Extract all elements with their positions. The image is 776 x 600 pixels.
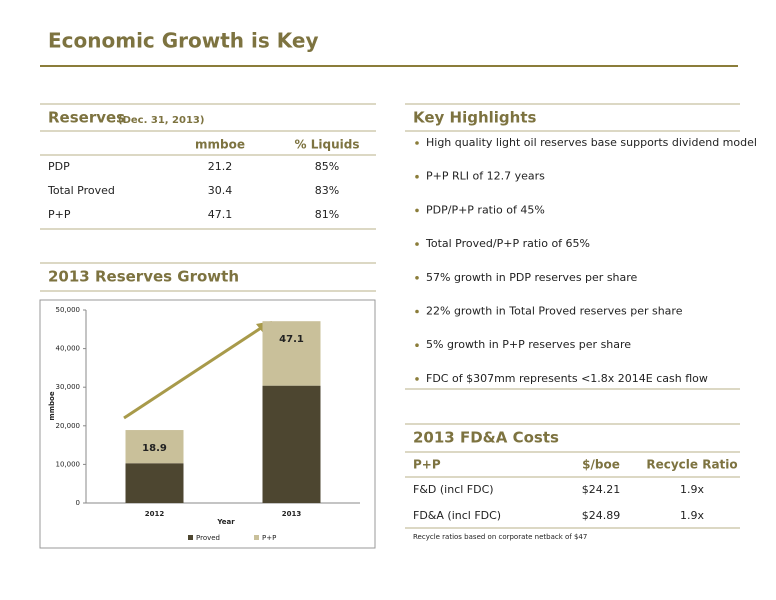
table-cell: 1.9x xyxy=(680,483,704,496)
table-cell: Total Proved xyxy=(47,184,115,197)
highlight-item: P+P RLI of 12.7 years xyxy=(426,170,545,183)
column-header: P+P xyxy=(413,458,441,472)
highlight-item: PDP/P+P ratio of 45% xyxy=(426,203,545,216)
bullet xyxy=(415,242,419,246)
table-cell: 1.9x xyxy=(680,509,704,522)
y-tick-label: 0 xyxy=(76,499,80,507)
bar-segment xyxy=(125,430,184,464)
section-rules xyxy=(40,103,740,529)
x-axis-label: Year xyxy=(216,518,235,526)
y-tick-label: 10,000 xyxy=(56,460,81,468)
section-title: 2013 Reserves Growth xyxy=(48,268,239,286)
table-cell: PDP xyxy=(48,160,70,173)
section-title: Reserves xyxy=(48,109,125,127)
y-tick-label: 30,000 xyxy=(56,383,81,391)
table-cell: 85% xyxy=(315,160,339,173)
legend-swatch xyxy=(254,535,259,540)
table-cell: 47.1 xyxy=(208,208,233,221)
bar-segment xyxy=(125,463,184,503)
bar-annotation: 18.9 xyxy=(142,443,167,454)
y-tick-label: 20,000 xyxy=(56,422,81,430)
footnote: Recycle ratios based on corporate netbac… xyxy=(413,533,587,541)
table-cell: 21.2 xyxy=(208,160,233,173)
column-header: mmboe xyxy=(195,138,245,152)
highlight-item: 22% growth in Total Proved reserves per … xyxy=(426,305,683,318)
highlight-item: FDC of $307mm represents <1.8x 2014E cas… xyxy=(426,372,708,385)
y-tick-label: 40,000 xyxy=(56,345,81,353)
table-cell: 81% xyxy=(315,208,339,221)
highlight-item: High quality light oil reserves base sup… xyxy=(426,136,757,149)
bar-segment xyxy=(262,385,321,503)
column-header: Recycle Ratio xyxy=(646,458,737,472)
bullet xyxy=(415,141,419,145)
column-header: % Liquids xyxy=(295,138,360,152)
bullet xyxy=(415,174,419,179)
y-axis-label: mmboe xyxy=(48,391,56,420)
table-cell: P+P xyxy=(48,208,71,221)
highlight-item: 57% growth in PDP reserves per share xyxy=(426,271,638,284)
bullet xyxy=(415,276,419,280)
x-tick-label: 2012 xyxy=(145,510,165,518)
section-title: Key Highlights xyxy=(413,109,537,127)
table-cell: $24.89 xyxy=(582,509,621,522)
bullet xyxy=(415,377,419,381)
table-cell: F&D (incl FDC) xyxy=(413,483,494,496)
highlight-item: 5% growth in P+P reserves per share xyxy=(426,338,631,351)
legend-label: P+P xyxy=(262,534,276,542)
section-subtitle: (Dec. 31, 2013) xyxy=(118,115,204,126)
x-tick-label: 2013 xyxy=(282,510,302,518)
bar-annotation: 47.1 xyxy=(279,334,304,345)
table-cell: FD&A (incl FDC) xyxy=(413,509,501,522)
legend-swatch xyxy=(188,535,193,540)
growth-arrow xyxy=(123,324,265,420)
bullet xyxy=(415,208,419,213)
legend-label: Proved xyxy=(196,534,220,542)
chart-frame xyxy=(39,299,376,549)
slide-title: Economic Growth is Key xyxy=(48,29,318,53)
column-header: $/boe xyxy=(582,458,620,472)
highlight-item: Total Proved/P+P ratio of 65% xyxy=(425,237,590,250)
table-cell: 30.4 xyxy=(208,184,233,197)
bullet xyxy=(415,309,419,314)
section-title: 2013 FD&A Costs xyxy=(413,429,559,447)
table-cell: $24.21 xyxy=(582,483,621,496)
table-cell: 83% xyxy=(315,184,339,197)
bullet xyxy=(415,343,419,348)
bar-segment xyxy=(262,321,321,386)
y-tick-label: 50,000 xyxy=(56,306,81,314)
